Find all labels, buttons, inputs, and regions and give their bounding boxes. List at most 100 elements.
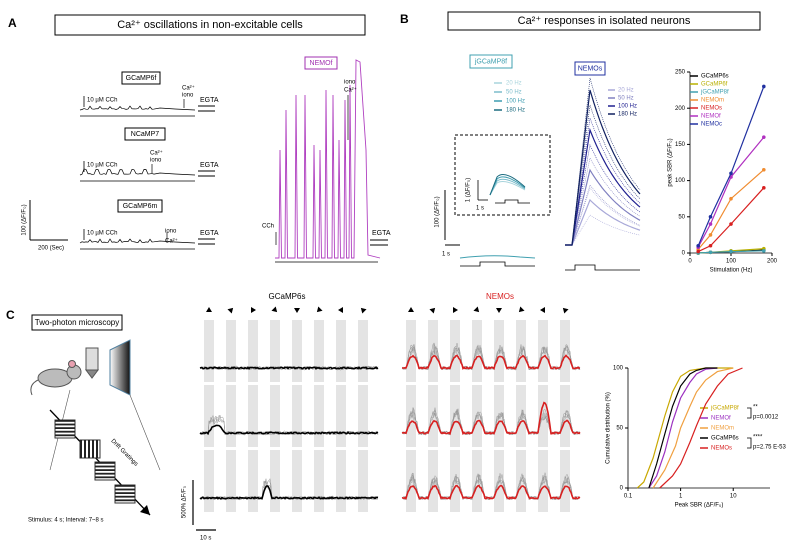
trace-name: GCaMP6m [123, 203, 158, 210]
series-line [697, 169, 765, 250]
trace [79, 238, 196, 244]
stimulus-band [226, 385, 236, 447]
data-point [708, 222, 713, 226]
y-tick-label: 50 [678, 214, 685, 220]
series-line [697, 187, 765, 253]
label: 100 (ΔF/F₀) [22, 204, 28, 235]
label: EGTA [200, 97, 219, 104]
mean-trace [401, 401, 581, 436]
mean-trace [199, 365, 379, 371]
stimulus-band [358, 450, 368, 512]
significance: ** [753, 405, 758, 411]
panel-title: Ca²⁺ oscillations in non-excitable cells [117, 19, 303, 31]
data-point [729, 249, 733, 254]
mean-trace [401, 484, 581, 500]
trace [565, 187, 641, 246]
x-tick-label: 200 [767, 259, 778, 265]
trace [275, 59, 381, 259]
data-point [762, 167, 766, 172]
data-point [696, 243, 700, 248]
trace [460, 261, 535, 267]
bracket [747, 407, 752, 419]
trace [495, 199, 530, 204]
stimulus-band [494, 320, 504, 382]
y-tick-label: 250 [675, 70, 686, 76]
label: 10 µM CCh [87, 163, 117, 169]
y-tick-label: 200 [675, 106, 686, 112]
grating-stripe [55, 423, 75, 426]
grating-stripe [95, 465, 115, 468]
direction-icon [338, 307, 343, 313]
group-title: GCaMP6s [269, 292, 306, 301]
stimulus-band [270, 450, 280, 512]
stimulus-band [538, 385, 548, 447]
direction-icon [251, 307, 256, 313]
series-line [648, 367, 718, 489]
legend-label: NEMOc [701, 122, 722, 128]
panel-label: C [6, 308, 15, 322]
data-point [729, 171, 733, 176]
trace [565, 157, 641, 246]
mean-trace [402, 354, 581, 371]
trace-name: NEMOf [310, 60, 333, 67]
label: 500% ΔF/F₀ [182, 485, 188, 518]
label: EGTA [372, 230, 391, 237]
legend-label: NEMOm [701, 98, 724, 104]
trace [565, 198, 641, 246]
grating-stripe [95, 462, 115, 464]
mean-trace [199, 485, 379, 500]
sight-line [129, 394, 161, 471]
stimulus-band [336, 450, 346, 512]
label: Ca²⁺ [344, 87, 357, 94]
stimulus-band [450, 320, 460, 382]
grating [54, 419, 76, 439]
trace [489, 181, 526, 196]
trace-name: NCaMP7 [131, 131, 160, 138]
label: 1 s [442, 252, 450, 258]
trace-name: jGCaMP8f [474, 58, 507, 65]
trace [565, 127, 641, 246]
stimulus-band [292, 385, 302, 447]
data-point [729, 196, 733, 201]
data-point [729, 222, 733, 226]
stimulus-band [248, 450, 258, 512]
data-point [762, 249, 766, 253]
series-line [697, 136, 765, 248]
panel-title: Ca²⁺ responses in isolated neurons [518, 15, 691, 27]
grating-stripe [55, 427, 75, 429]
stimulus-band [358, 385, 368, 447]
y-tick-label: 100 [613, 366, 624, 372]
direction-icon [294, 308, 300, 313]
x-tick-label: 10 [730, 494, 737, 500]
grating-stripe [95, 469, 115, 471]
series-line [697, 86, 765, 247]
direction-icon [316, 306, 323, 313]
legend-label: 100 Hz [618, 104, 637, 110]
label-box [124, 127, 166, 141]
series-line [648, 367, 718, 489]
data-point [708, 250, 713, 255]
label: Ca²⁺ [150, 150, 163, 157]
stimulus-band [406, 320, 416, 382]
grating [79, 439, 101, 459]
grating-stripe [55, 430, 75, 433]
significance: **** [753, 435, 763, 441]
label: 1 (ΔF/F₀) [466, 178, 472, 203]
stimulus-band [204, 450, 214, 512]
series-line [698, 250, 764, 254]
legend-label: 180 Hz [618, 112, 637, 118]
x-tick-label: 0.1 [624, 494, 633, 500]
legend-label: 50 Hz [506, 90, 522, 96]
grating-stripe [115, 492, 135, 494]
stimulus-band [226, 320, 236, 382]
stimulus-band [270, 385, 280, 447]
legend-label: NEMOm [711, 426, 734, 432]
stimulus-band [428, 450, 438, 512]
stimulus-band [314, 320, 324, 382]
stimulus-band [204, 320, 214, 382]
trace [565, 168, 641, 246]
legend-label: jGCaMP8f [710, 406, 739, 412]
label: EGTA [200, 230, 219, 237]
y-tick-label: 50 [616, 426, 623, 432]
label: 100 (ΔF/F₀) [435, 196, 441, 227]
